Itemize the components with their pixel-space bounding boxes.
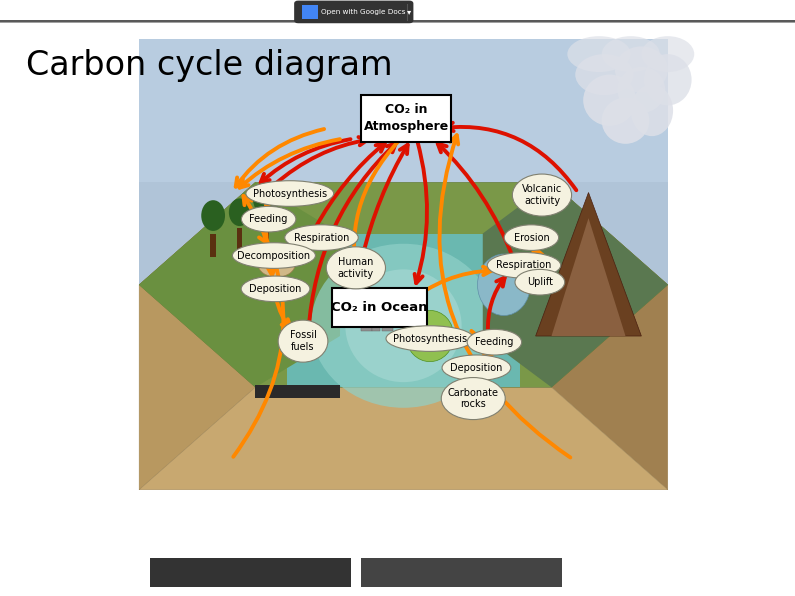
Polygon shape [0, 21, 795, 22]
Polygon shape [0, 21, 795, 22]
Ellipse shape [345, 269, 462, 382]
Text: CO₂ in
Atmosphere: CO₂ in Atmosphere [363, 103, 448, 133]
Polygon shape [0, 20, 795, 21]
Ellipse shape [644, 54, 692, 105]
Polygon shape [0, 21, 795, 22]
Ellipse shape [568, 36, 630, 72]
Bar [255, 385, 340, 398]
Ellipse shape [504, 225, 559, 250]
Text: Fossil
fuels: Fossil fuels [289, 330, 316, 352]
Text: Uplift: Uplift [527, 277, 553, 287]
Text: Volcanic
activity: Volcanic activity [522, 184, 562, 206]
Ellipse shape [442, 355, 510, 381]
Ellipse shape [576, 54, 634, 95]
FancyBboxPatch shape [302, 5, 318, 19]
Polygon shape [0, 21, 795, 23]
Polygon shape [0, 21, 795, 22]
Polygon shape [139, 182, 255, 490]
Ellipse shape [602, 36, 660, 72]
Polygon shape [0, 21, 795, 23]
Text: ▾: ▾ [407, 7, 412, 17]
Polygon shape [0, 21, 795, 22]
Ellipse shape [241, 276, 310, 302]
Ellipse shape [441, 377, 506, 420]
Polygon shape [0, 21, 795, 22]
Text: CO₂ in Ocean: CO₂ in Ocean [332, 302, 428, 314]
Text: Erosion: Erosion [514, 232, 549, 243]
Ellipse shape [246, 181, 334, 206]
Polygon shape [139, 387, 668, 490]
Text: Human
activity: Human activity [338, 257, 374, 279]
Polygon shape [0, 21, 795, 23]
Polygon shape [139, 39, 668, 182]
Text: Respiration: Respiration [294, 232, 349, 243]
Ellipse shape [630, 85, 673, 136]
Text: Photosynthesis: Photosynthesis [393, 334, 467, 343]
Polygon shape [0, 21, 795, 22]
Ellipse shape [478, 254, 530, 315]
Ellipse shape [242, 206, 296, 232]
Text: Decomposition: Decomposition [238, 250, 311, 260]
Ellipse shape [642, 36, 694, 72]
FancyBboxPatch shape [294, 1, 413, 23]
Ellipse shape [253, 182, 279, 215]
Bar [372, 290, 380, 331]
Bar [211, 234, 215, 256]
FancyBboxPatch shape [361, 95, 451, 142]
Bar [149, 558, 351, 587]
Polygon shape [552, 218, 626, 336]
FancyBboxPatch shape [332, 288, 427, 327]
Polygon shape [536, 193, 642, 336]
Polygon shape [0, 21, 795, 23]
Polygon shape [0, 21, 795, 22]
Polygon shape [0, 21, 795, 23]
Text: Feeding: Feeding [475, 337, 514, 347]
Ellipse shape [232, 243, 316, 268]
Bar [263, 218, 269, 241]
Text: Photosynthesis: Photosynthesis [253, 188, 327, 198]
Text: Deposition: Deposition [250, 284, 302, 294]
Ellipse shape [584, 74, 636, 126]
Bar [361, 558, 562, 587]
Polygon shape [0, 20, 795, 21]
Text: Feeding: Feeding [250, 214, 288, 224]
Ellipse shape [386, 326, 474, 352]
Ellipse shape [615, 46, 668, 92]
Ellipse shape [602, 98, 650, 144]
Polygon shape [483, 182, 668, 387]
Ellipse shape [618, 67, 665, 113]
Polygon shape [287, 234, 520, 387]
Bar [382, 290, 393, 331]
Text: Deposition: Deposition [450, 363, 502, 373]
Polygon shape [139, 182, 668, 387]
Text: Carbonate
rocks: Carbonate rocks [448, 388, 498, 409]
Text: Open with Google Docs: Open with Google Docs [321, 9, 405, 15]
Ellipse shape [512, 174, 572, 216]
Bar [361, 290, 372, 331]
Text: Carbon cycle diagram: Carbon cycle diagram [26, 49, 393, 82]
Ellipse shape [229, 198, 250, 226]
Ellipse shape [201, 200, 225, 231]
Ellipse shape [326, 247, 386, 289]
Ellipse shape [406, 311, 454, 362]
Text: Respiration: Respiration [496, 260, 552, 271]
Polygon shape [139, 182, 340, 387]
Polygon shape [552, 182, 668, 490]
Polygon shape [0, 21, 795, 22]
Bar [237, 228, 242, 252]
Polygon shape [0, 21, 795, 23]
Polygon shape [139, 39, 668, 285]
Ellipse shape [285, 225, 359, 250]
Ellipse shape [515, 269, 564, 295]
Ellipse shape [278, 320, 328, 362]
Ellipse shape [311, 244, 496, 408]
Polygon shape [0, 21, 795, 22]
Ellipse shape [258, 252, 295, 277]
Ellipse shape [467, 330, 522, 355]
Ellipse shape [487, 253, 560, 278]
Polygon shape [0, 20, 795, 21]
